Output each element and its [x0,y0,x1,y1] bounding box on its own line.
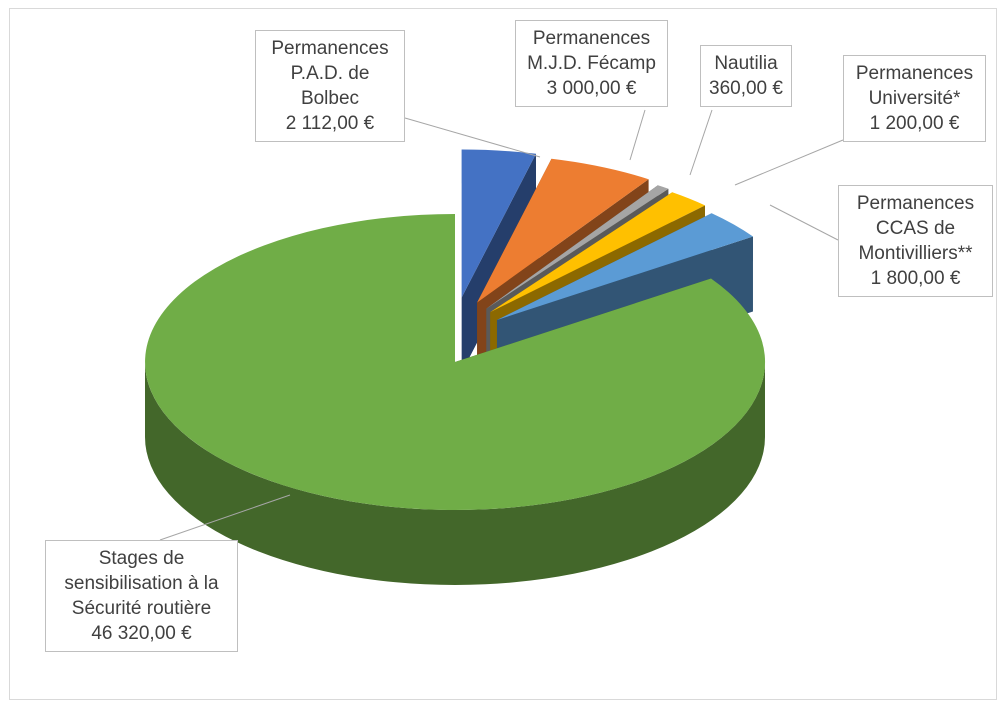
category-label: Nautilia [714,53,778,74]
slice [461,149,536,298]
value-label: 1 200,00 € [869,113,960,134]
data-label: Permanences CCAS de Montivilliers** 1 800… [838,185,993,297]
value-label: 1 800,00 € [870,268,961,289]
data-label: Permanences M.J.D. Fécamp 3 000,00 € [515,20,668,107]
category-label: Permanences Université* [855,63,974,109]
data-label: Nautilia 360,00 € [700,45,792,107]
leader-line [734,139,844,186]
slice-side [145,362,765,585]
value-label: 2 112,00 € [285,113,375,134]
data-label: Permanences Université* 1 200,00 € [843,55,986,142]
value-label: 46 320,00 € [91,623,192,644]
category-label: Permanences M.J.D. Fécamp [527,28,656,74]
slice [145,214,766,510]
category-label: Permanences CCAS de Montivilliers** [856,193,975,264]
data-label: Permanences P.A.D. de Bolbec 2 112,00 € [255,30,405,142]
category-label: Stages de sensibilisation à la Sécurité … [64,548,219,619]
category-label: Permanences P.A.D. de Bolbec [271,38,389,109]
slice [490,192,705,313]
leader-line [159,494,291,541]
value-label: 3 000,00 € [546,78,637,99]
value-label: 360,00 € [709,78,783,99]
leader-line [404,117,541,158]
leader-line [689,109,713,176]
leader-line [629,109,646,161]
slice [477,158,649,303]
data-label: Stages de sensibilisation à la Sécurité … [45,540,238,652]
leader-line [769,204,839,241]
slice [496,213,753,321]
slice [486,185,669,309]
